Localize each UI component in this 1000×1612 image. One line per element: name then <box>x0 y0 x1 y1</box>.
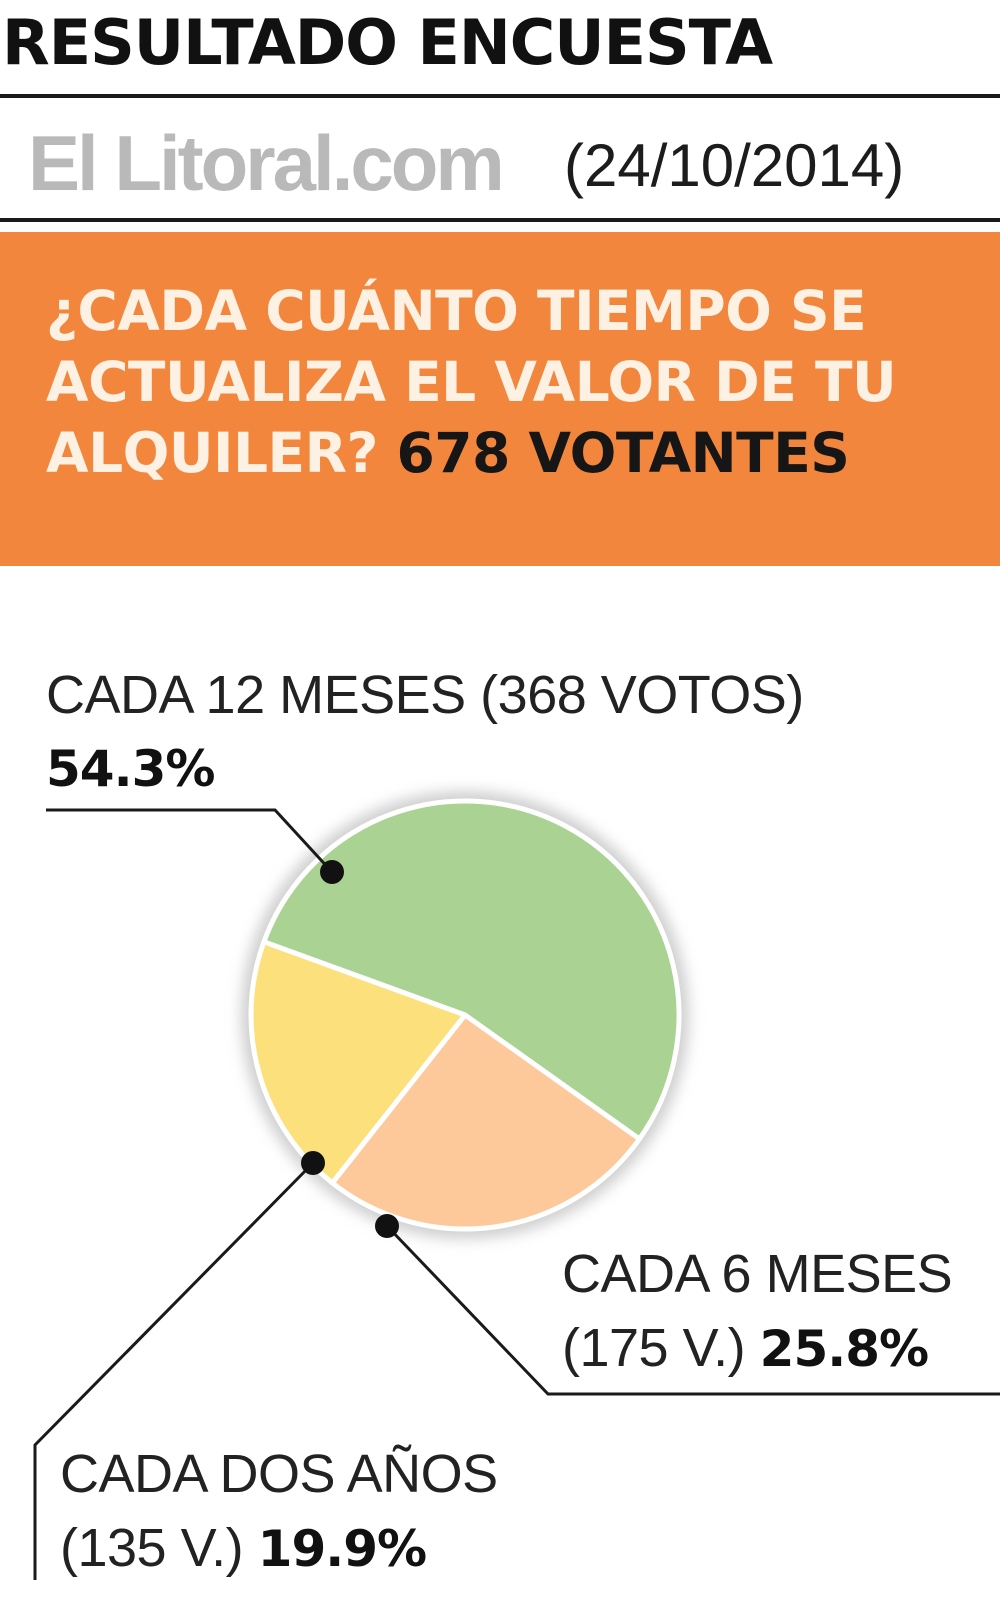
brand-divider <box>0 218 1000 222</box>
label-dos-anos: CADA DOS AÑOS (135 V.) 19.9% <box>60 1437 498 1586</box>
leader-dot-seis <box>375 1214 399 1238</box>
leader-line-seis <box>385 1224 1000 1396</box>
leader-lines <box>33 808 1000 1580</box>
label-seis-meses-values: (175 V.) 25.8% <box>562 1311 952 1386</box>
header-divider <box>0 94 1000 98</box>
page-title: RESULTADO ENCUESTA <box>2 6 773 79</box>
label-dos-anos-name: CADA DOS AÑOS <box>60 1444 498 1504</box>
leader-dot-doce <box>320 860 344 884</box>
question-banner <box>0 232 1000 566</box>
label-doce-meses-name: CADA 12 MESES (368 VOTOS) <box>46 665 804 725</box>
leader-dots <box>301 860 399 1238</box>
brand-logo: El Litoral.com <box>28 119 505 207</box>
label-dos-anos-votes: (135 V.) <box>60 1518 244 1578</box>
label-seis-meses-name: CADA 6 MESES <box>562 1244 953 1304</box>
label-doce-meses-pct: 54.3% <box>46 740 215 798</box>
label-seis-meses-votes: (175 V.) <box>562 1318 746 1378</box>
label-seis-meses-pct: 25.8% <box>759 1320 929 1378</box>
label-dos-anos-values: (135 V.) 19.9% <box>60 1511 498 1586</box>
survey-date: (24/10/2014) <box>564 132 905 199</box>
leader-line-doce <box>46 808 334 874</box>
label-seis-meses: CADA 6 MESES (175 V.) 25.8% <box>562 1237 953 1386</box>
voters-count: 678 VOTANTES <box>396 421 850 485</box>
leader-line-dos <box>33 1161 315 1580</box>
leader-dot-dos <box>301 1151 325 1175</box>
question-label: ¿CADA CUÁNTO TIEMPO SE ACTUALIZA EL VALO… <box>46 279 897 485</box>
label-dos-anos-pct: 19.9% <box>257 1520 427 1578</box>
question-text: ¿CADA CUÁNTO TIEMPO SE ACTUALIZA EL VALO… <box>46 276 986 489</box>
pie-outline <box>250 800 680 1230</box>
label-doce-meses: CADA 12 MESES (368 VOTOS) 54.3% <box>46 658 804 806</box>
